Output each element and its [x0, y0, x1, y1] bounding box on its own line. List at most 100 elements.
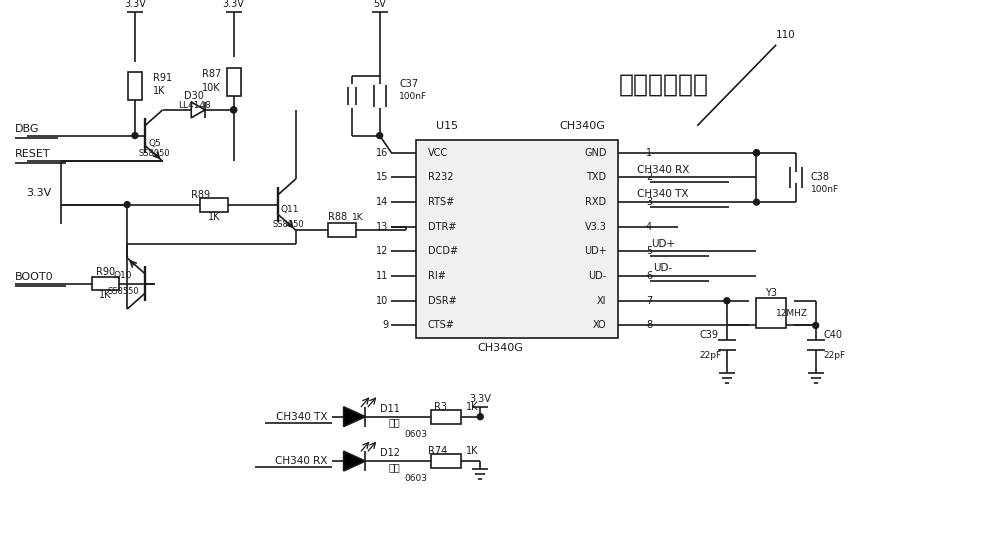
Text: 15: 15 [376, 172, 389, 183]
Text: DSR#: DSR# [428, 296, 457, 306]
Bar [431, 410, 461, 424]
Text: 1K: 1K [99, 291, 112, 300]
Text: R91: R91 [153, 73, 172, 84]
Bar [328, 223, 356, 237]
Text: R74: R74 [428, 446, 447, 456]
Text: 8: 8 [646, 321, 652, 330]
Text: 1K: 1K [153, 86, 165, 96]
Text: 100nF: 100nF [399, 92, 428, 101]
Text: 串口烧录电路: 串口烧录电路 [618, 72, 708, 96]
Text: R3: R3 [434, 402, 447, 412]
Text: 9: 9 [382, 321, 389, 330]
Text: 16: 16 [376, 148, 389, 158]
Bar [431, 454, 461, 468]
Text: RI#: RI# [428, 271, 446, 281]
Text: CH340G: CH340G [559, 121, 605, 130]
Bar [756, 298, 786, 328]
Text: 22pF: 22pF [699, 350, 721, 360]
Text: DTR#: DTR# [428, 222, 456, 232]
Text: XO: XO [593, 321, 607, 330]
Text: 3.3V: 3.3V [223, 0, 245, 9]
Text: 12: 12 [376, 246, 389, 257]
Text: SS8550: SS8550 [107, 287, 139, 296]
Text: CH340 RX: CH340 RX [637, 164, 689, 175]
Text: 10: 10 [376, 296, 389, 306]
Text: 6: 6 [646, 271, 652, 281]
Text: CTS#: CTS# [428, 321, 455, 330]
Text: 14: 14 [376, 197, 389, 207]
Polygon shape [344, 407, 365, 426]
Text: 3: 3 [646, 197, 652, 207]
Text: CH340 TX: CH340 TX [637, 189, 689, 199]
Text: SS8050: SS8050 [139, 149, 171, 158]
Text: CH340G: CH340G [477, 343, 523, 353]
Text: Q11: Q11 [280, 205, 299, 214]
Text: 100nF: 100nF [811, 185, 839, 194]
Text: 3.3V: 3.3V [124, 0, 146, 9]
Bar [128, 72, 142, 100]
Circle shape [132, 133, 138, 139]
Text: LL4148: LL4148 [178, 101, 211, 110]
Text: 22pF: 22pF [824, 350, 846, 360]
Text: Q10: Q10 [113, 271, 132, 280]
Text: 绿灯: 绿灯 [389, 462, 400, 472]
Text: 5V: 5V [373, 0, 386, 9]
Text: VCC: VCC [428, 148, 448, 158]
Text: R232: R232 [428, 172, 453, 183]
Text: GND: GND [584, 148, 607, 158]
Text: 1K: 1K [208, 212, 220, 223]
Text: SS8050: SS8050 [272, 220, 304, 229]
Text: 0603: 0603 [404, 430, 427, 439]
Bar [227, 68, 241, 96]
Text: 3.3V: 3.3V [469, 394, 491, 404]
Text: 1: 1 [646, 148, 652, 158]
Text: CH340 TX: CH340 TX [276, 412, 327, 421]
Text: R90: R90 [96, 267, 115, 277]
Text: XI: XI [597, 296, 607, 306]
Text: DCD#: DCD# [428, 246, 458, 257]
Text: 110: 110 [776, 30, 796, 40]
Text: 1K: 1K [465, 446, 478, 456]
Text: RESET: RESET [15, 149, 50, 159]
Circle shape [377, 133, 383, 139]
Text: 2: 2 [646, 172, 652, 183]
Circle shape [477, 414, 483, 420]
Text: UD+: UD+ [651, 239, 675, 248]
Text: 4: 4 [646, 222, 652, 232]
Text: RTS#: RTS# [428, 197, 454, 207]
Circle shape [754, 199, 759, 205]
Text: R88: R88 [328, 212, 347, 223]
Text: 1K: 1K [465, 402, 478, 412]
Text: UD+: UD+ [584, 246, 607, 257]
Circle shape [124, 202, 130, 208]
Text: C38: C38 [811, 172, 830, 183]
Text: D12: D12 [380, 448, 400, 458]
Text: 3.3V: 3.3V [27, 188, 52, 198]
Text: 0603: 0603 [404, 474, 427, 483]
Bar [200, 198, 228, 211]
Text: U15: U15 [436, 121, 458, 130]
Polygon shape [344, 451, 365, 471]
Text: DBG: DBG [15, 123, 39, 134]
Text: RXD: RXD [585, 197, 607, 207]
Text: 1K: 1K [352, 213, 364, 222]
Circle shape [231, 107, 237, 113]
Text: R89: R89 [191, 190, 210, 200]
Text: 11: 11 [376, 271, 389, 281]
Circle shape [231, 107, 237, 113]
Text: TXD: TXD [586, 172, 607, 183]
Text: V3.3: V3.3 [585, 222, 607, 232]
Bar [416, 141, 618, 338]
Text: 红灯: 红灯 [389, 418, 400, 427]
Text: C39: C39 [699, 330, 718, 340]
Text: BOOT0: BOOT0 [15, 272, 53, 281]
Text: Q5: Q5 [149, 139, 162, 148]
Circle shape [754, 150, 759, 156]
Text: UD-: UD- [653, 263, 672, 273]
Text: D11: D11 [380, 404, 400, 414]
Text: R87: R87 [202, 70, 221, 79]
Text: D30: D30 [184, 91, 204, 101]
Polygon shape [191, 102, 205, 118]
Circle shape [724, 298, 730, 304]
Text: 10K: 10K [202, 83, 221, 93]
